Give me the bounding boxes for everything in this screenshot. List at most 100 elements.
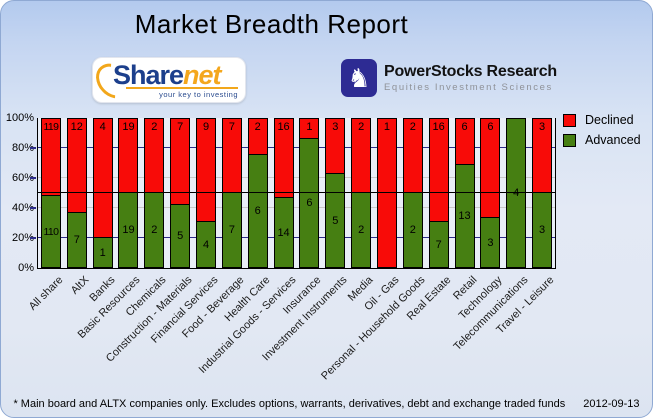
legend-entry-declined: Declined xyxy=(563,113,641,127)
declined-value-label: 2 xyxy=(409,121,416,133)
declined-value-label: 12 xyxy=(70,121,83,133)
bar-declined-segment: 16 xyxy=(273,118,294,198)
bar-declined-segment: 12 xyxy=(66,118,87,213)
advanced-value-label: 110 xyxy=(43,225,59,238)
declined-value-label: 7 xyxy=(228,121,235,133)
declined-value-label: 1 xyxy=(383,121,391,133)
declined-value-label: 19 xyxy=(122,121,135,133)
reference-line-50pct xyxy=(38,192,555,193)
bar-declined-segment: 7 xyxy=(170,118,191,205)
bar-advanced-segment: 19 xyxy=(118,193,139,268)
bar-declined-segment: 1 xyxy=(299,118,320,139)
legend-swatch-declined xyxy=(563,113,576,127)
bar-group: 6 13 xyxy=(454,118,475,268)
declined-value-label: 16 xyxy=(432,121,445,133)
declined-value-label: 4 xyxy=(99,121,106,133)
bar-declined-segment: 3 xyxy=(532,118,553,193)
declined-value-label: 2 xyxy=(254,121,261,133)
bar-advanced-segment: 1 xyxy=(92,238,113,268)
bar-advanced-segment: 7 xyxy=(66,213,87,268)
powerstocks-logo: ♞ PowerStocks Research Equities Investme… xyxy=(341,59,557,97)
bar-advanced-segment: 2 xyxy=(402,193,423,268)
bar-declined-segment: 6 xyxy=(454,118,475,165)
gridline-40pct xyxy=(38,207,555,208)
declined-value-label: 2 xyxy=(358,121,365,133)
advanced-value-label: 7 xyxy=(228,224,235,236)
bar-group: 1 xyxy=(376,118,397,268)
bar-advanced-segment: 6 xyxy=(299,139,320,268)
bar-advanced-segment: 13 xyxy=(454,165,475,268)
sharenet-brand-primary: Share xyxy=(113,60,184,90)
bar-declined-segment: 2 xyxy=(247,118,268,155)
declined-value-label: 3 xyxy=(539,121,546,133)
footer-note: * Main board and ALTX companies only. Ex… xyxy=(13,398,566,410)
advanced-value-label: 5 xyxy=(332,214,339,227)
bar-declined-segment: 3 xyxy=(325,118,346,174)
bar-advanced-segment: 2 xyxy=(144,193,165,268)
advanced-value-label: 5 xyxy=(177,230,184,242)
advanced-value-label: 2 xyxy=(409,224,416,236)
declined-value-label: 119 xyxy=(43,121,59,133)
bar-declined-segment: 16 xyxy=(428,118,449,222)
bar-group: 16 14 xyxy=(273,118,294,268)
y-axis-label: 60% xyxy=(11,172,34,184)
declined-value-label: 2 xyxy=(151,121,158,133)
sharenet-brand-secondary: net xyxy=(183,60,221,90)
declined-value-label: 16 xyxy=(277,121,290,133)
bar-group: 12 7 xyxy=(66,118,87,268)
declined-value-label: 3 xyxy=(332,121,339,133)
advanced-value-label: 2 xyxy=(151,224,158,236)
bar-advanced-segment: 110 xyxy=(40,196,61,268)
legend-label: Declined xyxy=(585,113,634,127)
y-axis-label: 100% xyxy=(5,112,34,124)
bar-declined-segment: 1 xyxy=(376,118,397,268)
plot-area: 119 110 12 7 4 1 19 19 2 2 7 5 9 4 7 7 2 6 16 14 1 6 3 5 2 2 1 2 2 16… xyxy=(37,118,556,269)
knight-chess-icon: ♞ xyxy=(341,59,377,97)
bar-advanced-segment: 7 xyxy=(221,193,242,268)
bar-group: 16 7 xyxy=(428,118,449,268)
y-axis-label: 20% xyxy=(11,232,34,244)
bar-declined-segment: 2 xyxy=(144,118,165,193)
y-axis-tick xyxy=(30,207,36,209)
bar-declined-segment: 6 xyxy=(480,118,501,218)
bar-advanced-segment: 7 xyxy=(428,222,449,268)
bar-advanced-segment: 4 xyxy=(196,222,217,268)
gridline-60pct xyxy=(38,177,555,178)
advanced-value-label: 6 xyxy=(254,205,261,217)
advanced-value-label: 19 xyxy=(122,224,135,236)
bar-advanced-segment: 5 xyxy=(325,174,346,268)
declined-value-label: 6 xyxy=(487,121,494,133)
declined-value-label: 7 xyxy=(177,121,184,133)
advanced-value-label: 1 xyxy=(99,246,106,259)
sharenet-brand: Sharenet xyxy=(113,60,222,91)
y-axis-tick xyxy=(30,237,36,239)
bar-declined-segment: 2 xyxy=(351,118,372,193)
declined-value-label: 9 xyxy=(202,121,210,133)
advanced-value-label: 13 xyxy=(458,210,471,222)
legend-entry-advanced: Advanced xyxy=(563,133,641,147)
y-axis-tick xyxy=(30,177,36,179)
powerstocks-subtitle: Equities Investment Sciences xyxy=(384,82,553,93)
bar-group: 4 xyxy=(506,118,527,268)
y-axis-label: 80% xyxy=(11,142,34,154)
advanced-value-label: 4 xyxy=(202,238,210,251)
powerstocks-brand: PowerStocks Research xyxy=(384,63,557,80)
bar-declined-segment: 9 xyxy=(196,118,217,222)
y-axis-tick xyxy=(30,147,36,149)
bar-advanced-segment: 14 xyxy=(273,198,294,268)
declined-value-label: 1 xyxy=(306,121,313,133)
bar-declined-segment: 19 xyxy=(118,118,139,193)
chart-legend: Declined Advanced xyxy=(563,113,641,147)
bar-group: 119 110 xyxy=(40,118,61,268)
footer: * Main board and ALTX companies only. Ex… xyxy=(1,398,652,410)
bar-group: 19 19 xyxy=(118,118,139,268)
